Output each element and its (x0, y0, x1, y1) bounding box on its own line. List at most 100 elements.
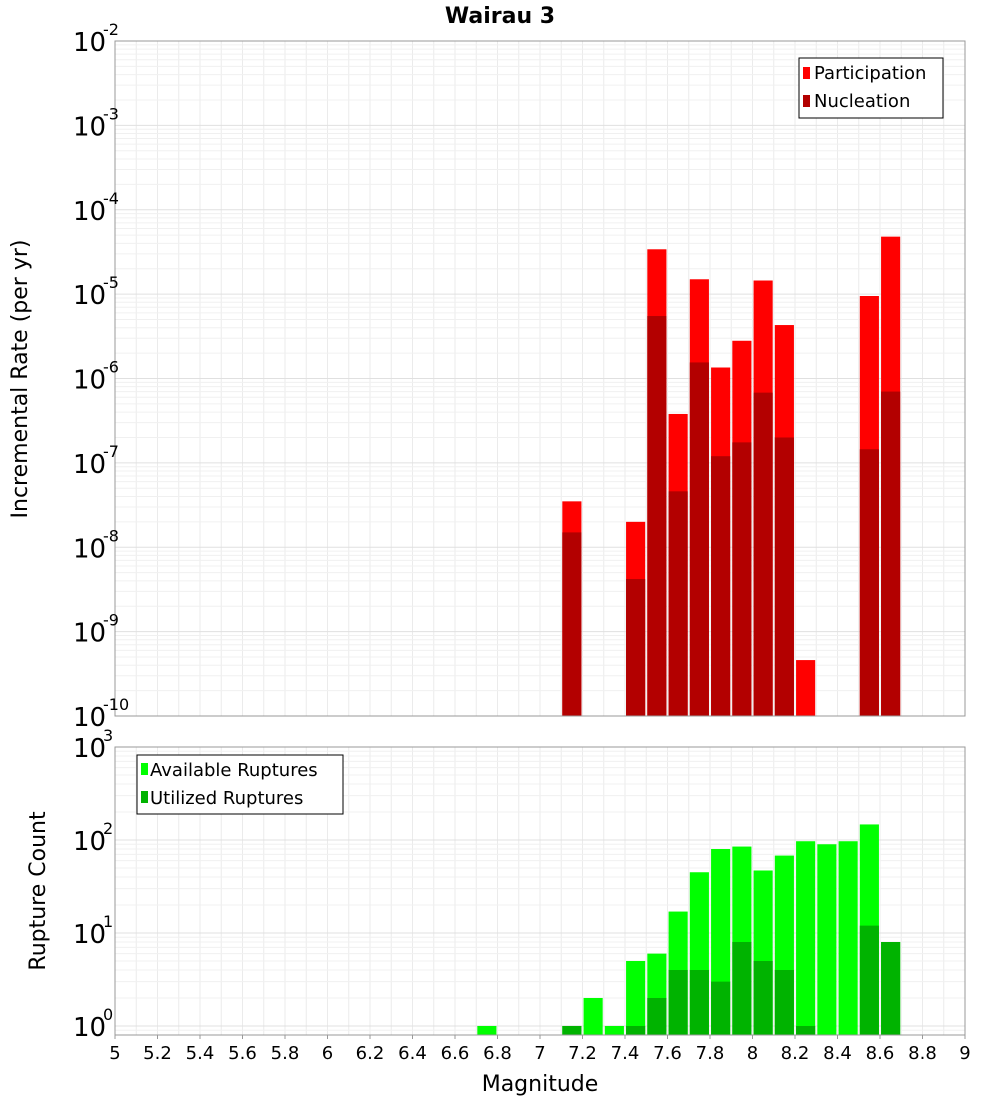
y-tick-label: 10-10 (73, 695, 129, 733)
legend-label-available: Available Ruptures (150, 760, 318, 781)
bar-utilized-ruptures (647, 997, 667, 1035)
y-tick-exponent: -7 (103, 442, 119, 461)
x-tick-label: 8.2 (781, 1043, 810, 1064)
count-y-axis-label: Rupture Count (26, 811, 51, 971)
bar-nucleation (753, 392, 773, 716)
bar-utilized-ruptures (881, 942, 901, 1035)
y-tick-base: 10 (73, 619, 106, 649)
y-tick-base: 10 (73, 703, 106, 733)
x-tick-label: 5.8 (271, 1043, 300, 1064)
x-tick-label: 8.6 (866, 1043, 895, 1064)
y-tick-base: 10 (73, 197, 106, 227)
legend-label-utilized: Utilized Ruptures (150, 788, 303, 809)
y-tick-exponent: -2 (103, 20, 119, 39)
x-tick-label: 7.2 (568, 1043, 597, 1064)
legend-label-participation: Participation (814, 63, 926, 84)
y-tick-label: 100 (73, 1005, 113, 1043)
y-tick-label: 102 (73, 819, 113, 857)
x-tick-label: 9 (959, 1043, 970, 1064)
bar-nucleation (732, 442, 752, 716)
x-tick-label: 6.4 (398, 1043, 427, 1064)
x-tick-label: 7.4 (611, 1043, 640, 1064)
rate-y-axis-label: Incremental Rate (per yr) (8, 240, 33, 519)
y-tick-label: 10-3 (73, 104, 119, 142)
y-tick-base: 10 (73, 827, 106, 857)
y-tick-label: 10-2 (73, 20, 119, 58)
bar-available-ruptures (626, 960, 646, 1035)
x-tick-label: 6.6 (441, 1043, 470, 1064)
y-tick-base: 10 (73, 1013, 106, 1043)
y-tick-label: 101 (73, 912, 113, 950)
bar-available-ruptures (817, 844, 837, 1035)
bar-utilized-ruptures (689, 969, 709, 1035)
bar-available-ruptures (796, 841, 816, 1035)
y-tick-exponent: -9 (103, 611, 119, 630)
count-x-ticks: 5 5.2 5.4 5.6 5.8 6 6.2 6.4 6.6 6.8 7 7.2 7.4 7.6 7.8 8… (109, 1035, 971, 1064)
y-tick-base: 10 (73, 366, 106, 396)
y-tick-base: 10 (73, 28, 106, 58)
bar-utilized-ruptures (774, 969, 794, 1035)
bar-utilized-ruptures (732, 942, 752, 1035)
legend-swatch-nucleation (803, 95, 810, 107)
bar-utilized-ruptures (562, 1025, 582, 1035)
bar-nucleation (562, 532, 582, 716)
y-tick-exponent: -10 (103, 695, 129, 714)
y-tick-base: 10 (73, 112, 106, 142)
y-tick-label: 10-4 (73, 189, 119, 227)
legend-label-nucleation: Nucleation (814, 91, 910, 112)
x-tick-label: 5.4 (186, 1043, 215, 1064)
x-tick-label: 6.8 (483, 1043, 512, 1064)
bar-nucleation (774, 437, 794, 716)
rate-bars (562, 236, 901, 716)
x-tick-label: 8 (747, 1043, 758, 1064)
chart-title: Wairau 3 (445, 4, 555, 29)
y-tick-exponent: -8 (103, 526, 119, 545)
x-tick-label: 7 (534, 1043, 545, 1064)
x-tick-label: 8.8 (908, 1043, 937, 1064)
bar-participation (796, 660, 816, 716)
bar-utilized-ruptures (626, 1025, 646, 1035)
bar-nucleation (859, 449, 879, 716)
rate-legend: Participation Nucleation (798, 57, 944, 119)
y-tick-exponent: -5 (103, 273, 119, 292)
bar-utilized-ruptures (668, 969, 688, 1035)
bar-available-ruptures (583, 997, 603, 1035)
x-axis-label: Magnitude (482, 1072, 599, 1097)
x-tick-label: 5.2 (143, 1043, 172, 1064)
y-tick-label: 10-8 (73, 526, 119, 564)
y-tick-label: 10-9 (73, 611, 119, 649)
count-bars (477, 824, 901, 1035)
y-tick-label: 10-7 (73, 442, 119, 480)
bar-nucleation (668, 491, 688, 716)
bar-utilized-ruptures (711, 981, 731, 1035)
x-tick-label: 7.8 (696, 1043, 725, 1064)
bar-utilized-ruptures (859, 925, 879, 1035)
legend-swatch-participation (803, 67, 810, 79)
count-legend: Available Ruptures Utilized Ruptures (136, 754, 344, 815)
bar-available-ruptures (477, 1025, 497, 1035)
x-tick-label: 6.2 (356, 1043, 385, 1064)
y-tick-label: 103 (73, 726, 113, 764)
y-tick-exponent: 1 (103, 912, 113, 931)
y-tick-exponent: -3 (103, 104, 119, 123)
count-legend-box (136, 754, 344, 815)
y-tick-exponent: 0 (103, 1005, 113, 1024)
x-tick-label: 5.6 (228, 1043, 257, 1064)
y-tick-base: 10 (73, 920, 106, 950)
bar-utilized-ruptures (753, 960, 773, 1035)
x-tick-label: 8.4 (823, 1043, 852, 1064)
bar-utilized-ruptures (796, 1025, 816, 1035)
y-tick-base: 10 (73, 281, 106, 311)
x-tick-label: 7.6 (653, 1043, 682, 1064)
bar-nucleation (689, 362, 709, 716)
rate-legend-box (798, 57, 944, 119)
y-tick-label: 10-6 (73, 358, 119, 396)
y-tick-base: 10 (73, 534, 106, 564)
bar-nucleation (647, 316, 667, 716)
y-tick-label: 10-5 (73, 273, 119, 311)
rate-plot-border (114, 40, 966, 717)
